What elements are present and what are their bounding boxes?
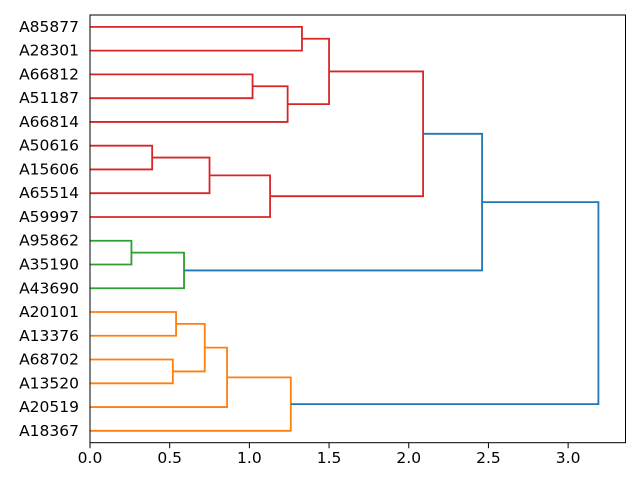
leaf-label: A35190 [19, 255, 79, 273]
x-tick-label: 1.0 [237, 449, 262, 467]
leaf-label: A68702 [19, 351, 79, 369]
leaf-label: A18367 [19, 422, 79, 440]
leaf-label: A65514 [19, 184, 79, 202]
x-tick-label: 0.5 [157, 449, 182, 467]
leaf-label: A66814 [19, 113, 79, 131]
dendrogram-links [90, 25, 600, 432]
leaf-label: A13520 [19, 374, 79, 392]
leaf-label: A59997 [19, 208, 79, 226]
x-tick-label: 0.0 [78, 449, 103, 467]
leaf-label: A51187 [19, 89, 79, 107]
leaf-label: A20519 [19, 398, 79, 416]
axes-frame [89, 14, 626, 444]
leaf-label: A15606 [19, 160, 79, 178]
dendrogram-link [290, 201, 600, 405]
leaf-label: A66812 [19, 65, 79, 83]
dendrogram-link [90, 251, 185, 290]
dendrogram-link [90, 144, 154, 171]
x-tick-label: 2.5 [476, 449, 501, 467]
leaf-label: A28301 [19, 42, 79, 60]
leaf-label: A85877 [19, 18, 79, 36]
leaf-label: A50616 [19, 137, 79, 155]
dendrogram-link [90, 156, 211, 195]
leaf-labels: A85877 A28301 A66812 A51187 A66814 A50616 A156… [19, 18, 79, 440]
leaf-label: A95862 [19, 232, 79, 250]
x-tick-label: 3.0 [556, 449, 581, 467]
leaf-label: A20101 [19, 303, 79, 321]
x-tick-label: 2.0 [396, 449, 421, 467]
x-tick-label: 1.5 [317, 449, 342, 467]
leaf-label: A13376 [19, 327, 79, 345]
x-axis: 0.0 0.5 1.0 1.5 2.0 2.5 3.0 [78, 442, 581, 467]
leaf-label: A43690 [19, 279, 79, 297]
